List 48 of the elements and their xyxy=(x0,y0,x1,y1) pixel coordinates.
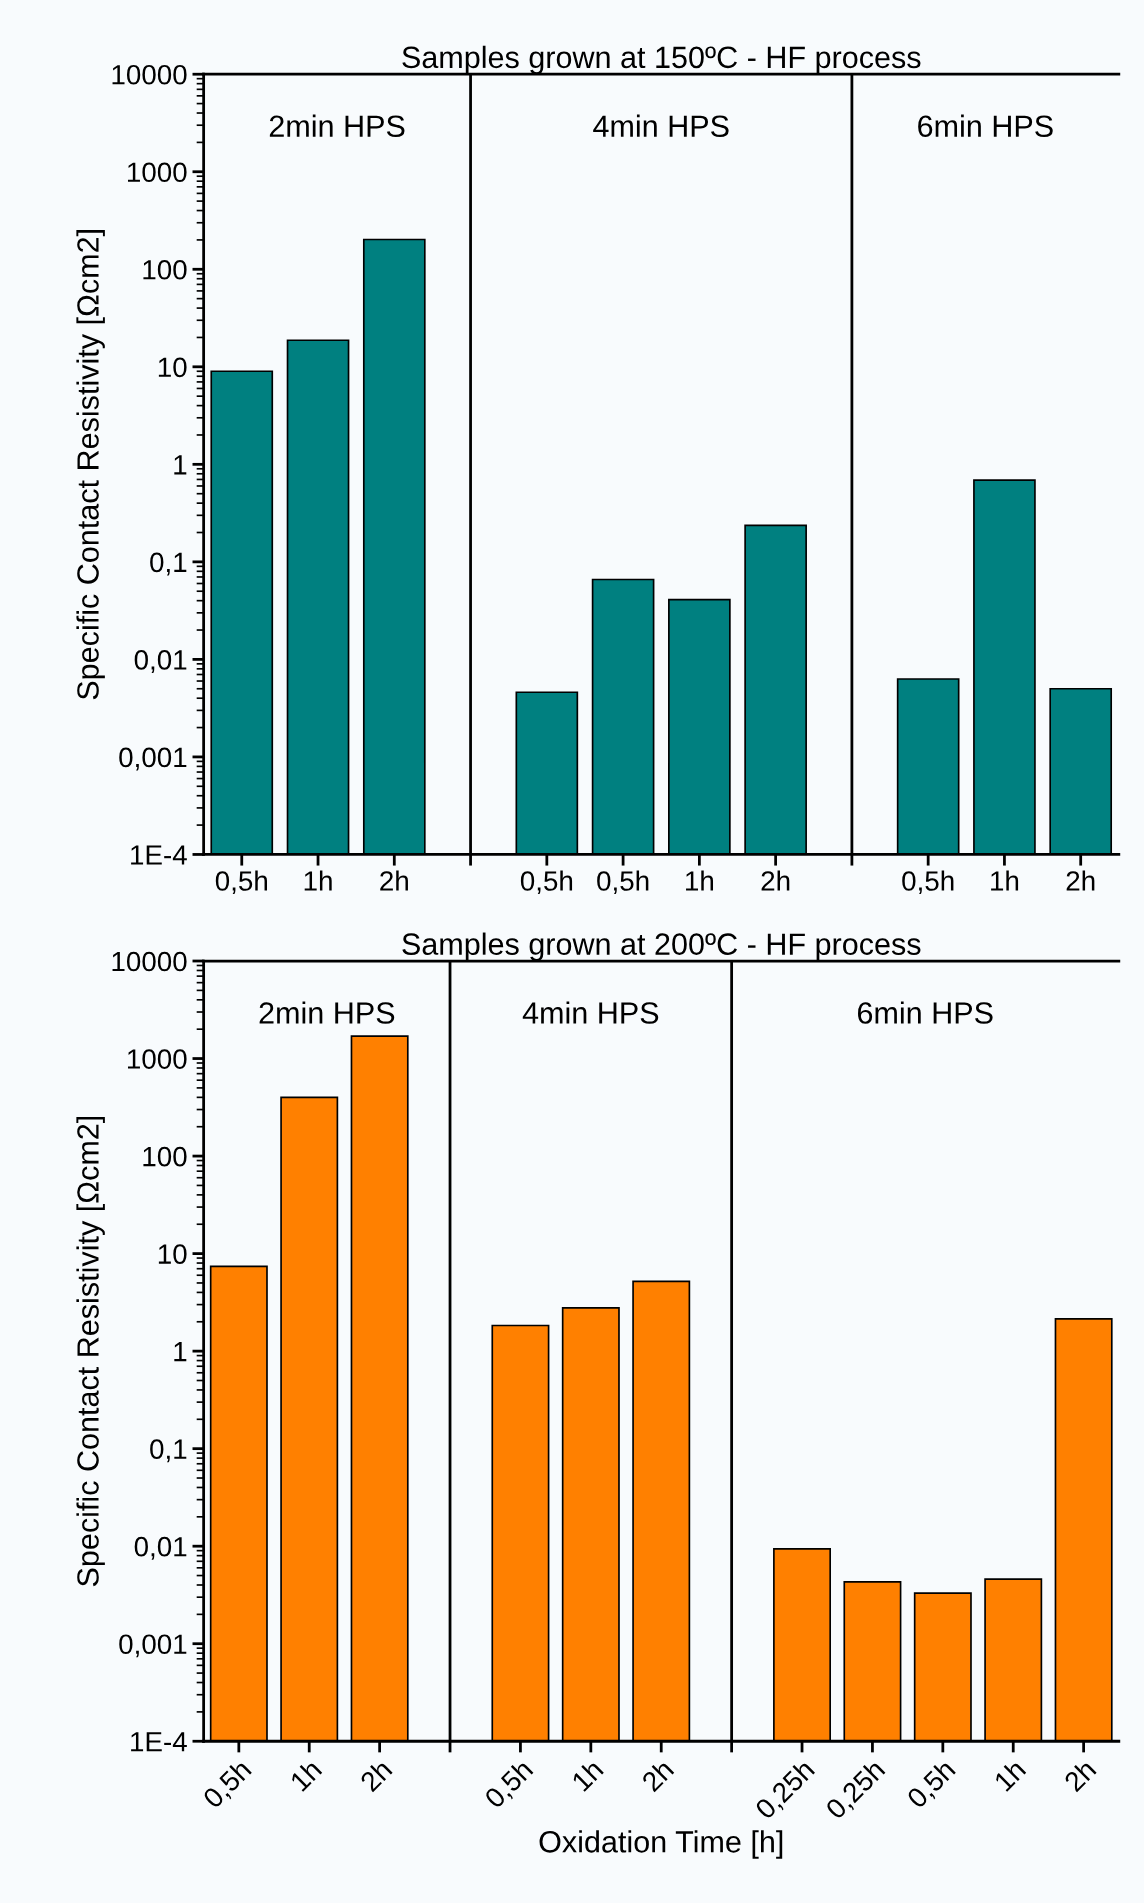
x-tick-label: 0,5h xyxy=(905,1758,959,1812)
chart-title: Samples grown at 200ºC - HF process xyxy=(402,932,921,962)
annotation: 2min HPS xyxy=(269,114,405,138)
y-tick-label: 1E-4 xyxy=(131,1732,187,1752)
y-tick-label: 100 xyxy=(143,1146,187,1167)
y-tick-label: 0,01 xyxy=(134,650,187,674)
annotation: 6min HPS xyxy=(918,114,1053,138)
y-tick-label: 0,01 xyxy=(134,1536,187,1560)
x-tick-label: 0,5h xyxy=(482,1758,536,1812)
x-tick-label: 2h xyxy=(358,1758,393,1793)
x-tick-label: 1h xyxy=(304,870,332,891)
y-tick-label: 10000 xyxy=(112,64,187,85)
x-tick-label: 2h xyxy=(380,870,408,891)
y-tick-label: 0,1 xyxy=(150,1439,187,1463)
x-tick-label: 0,5h xyxy=(520,870,573,895)
x-tick-label: 1h xyxy=(686,870,714,891)
annotation: 4min HPS xyxy=(522,1001,659,1024)
annotation: 4min HPS xyxy=(593,114,729,138)
x-tick-label: 0,5h xyxy=(201,1758,255,1812)
y-tick-label: 0,001 xyxy=(119,747,187,771)
y-axis-title: Specific Contact Resistivity [Ωcm2] xyxy=(76,230,105,700)
x-axis-title: Oxidation Time [h] xyxy=(539,1830,783,1859)
y-tick-label: 1E-4 xyxy=(131,845,187,865)
x-tick-label: 0,5h xyxy=(902,870,954,895)
x-tick-label: 2h xyxy=(1062,1758,1097,1793)
x-tick-label: 1h xyxy=(570,1758,604,1792)
y-tick-label: 1000 xyxy=(127,162,187,183)
y-tick-label: 100 xyxy=(143,259,187,280)
y-tick-label: 10 xyxy=(158,357,187,378)
x-tick-label: 0,5h xyxy=(215,870,267,895)
y-tick-label: 0,1 xyxy=(150,552,187,576)
y-tick-label: 10 xyxy=(158,1244,187,1264)
x-tick-label: 1h xyxy=(991,870,1019,891)
y-tick-label: 10000 xyxy=(112,951,187,972)
y-tick-label: 1 xyxy=(174,455,187,475)
x-tick-label: 2h xyxy=(640,1758,675,1793)
x-tick-label: 1h xyxy=(288,1758,323,1792)
y-tick-label: 0,001 xyxy=(119,1634,187,1658)
x-tick-label: 2h xyxy=(761,870,790,891)
x-tick-label: 1h xyxy=(992,1758,1027,1792)
y-tick-label: 1000 xyxy=(127,1049,187,1069)
chart-title: Samples grown at 150ºC - HF process xyxy=(402,45,921,75)
x-tick-label: 2h xyxy=(1066,870,1095,891)
annotation: 2min HPS xyxy=(259,1001,395,1024)
y-axis-title: Specific Contact Resistivity [Ωcm2] xyxy=(76,1116,105,1587)
y-tick-label: 1 xyxy=(174,1342,187,1362)
annotation: 6min HPS xyxy=(858,1001,993,1024)
x-tick-label: 0,5h xyxy=(597,870,649,895)
